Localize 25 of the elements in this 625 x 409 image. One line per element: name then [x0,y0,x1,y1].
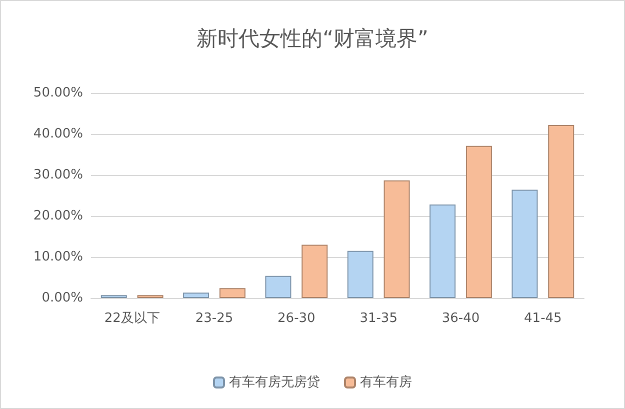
legend-label: 有车有房无房贷 [229,374,320,390]
y-tick-label: 0.00% [42,290,83,306]
bar [430,204,456,298]
x-tick-label: 26-30 [278,311,316,326]
x-tick-label: 41-45 [524,311,562,326]
y-tick-label: 20.00% [33,208,83,224]
bar [548,124,574,298]
x-tick-label: 36-40 [442,311,480,326]
x-tick-label: 23-25 [195,311,234,326]
x-tick-label: 31-35 [360,311,398,326]
bar [265,276,292,298]
y-tick-label: 10.00% [33,250,83,264]
x-tick-label: 22及以下 [104,311,160,326]
bar [183,292,210,298]
y-tick-label: 40.00% [33,126,83,142]
chart-title: 新时代女性的“财富境界” [196,26,428,50]
bar [302,244,328,298]
bar [466,146,492,298]
bar [347,250,374,298]
bar [384,180,410,298]
bar [219,288,246,298]
y-tick-label: 50.00% [33,86,83,100]
y-tick-label: 30.00% [33,168,83,182]
bar [512,190,538,298]
legend-label: 有车有房 [360,374,412,390]
